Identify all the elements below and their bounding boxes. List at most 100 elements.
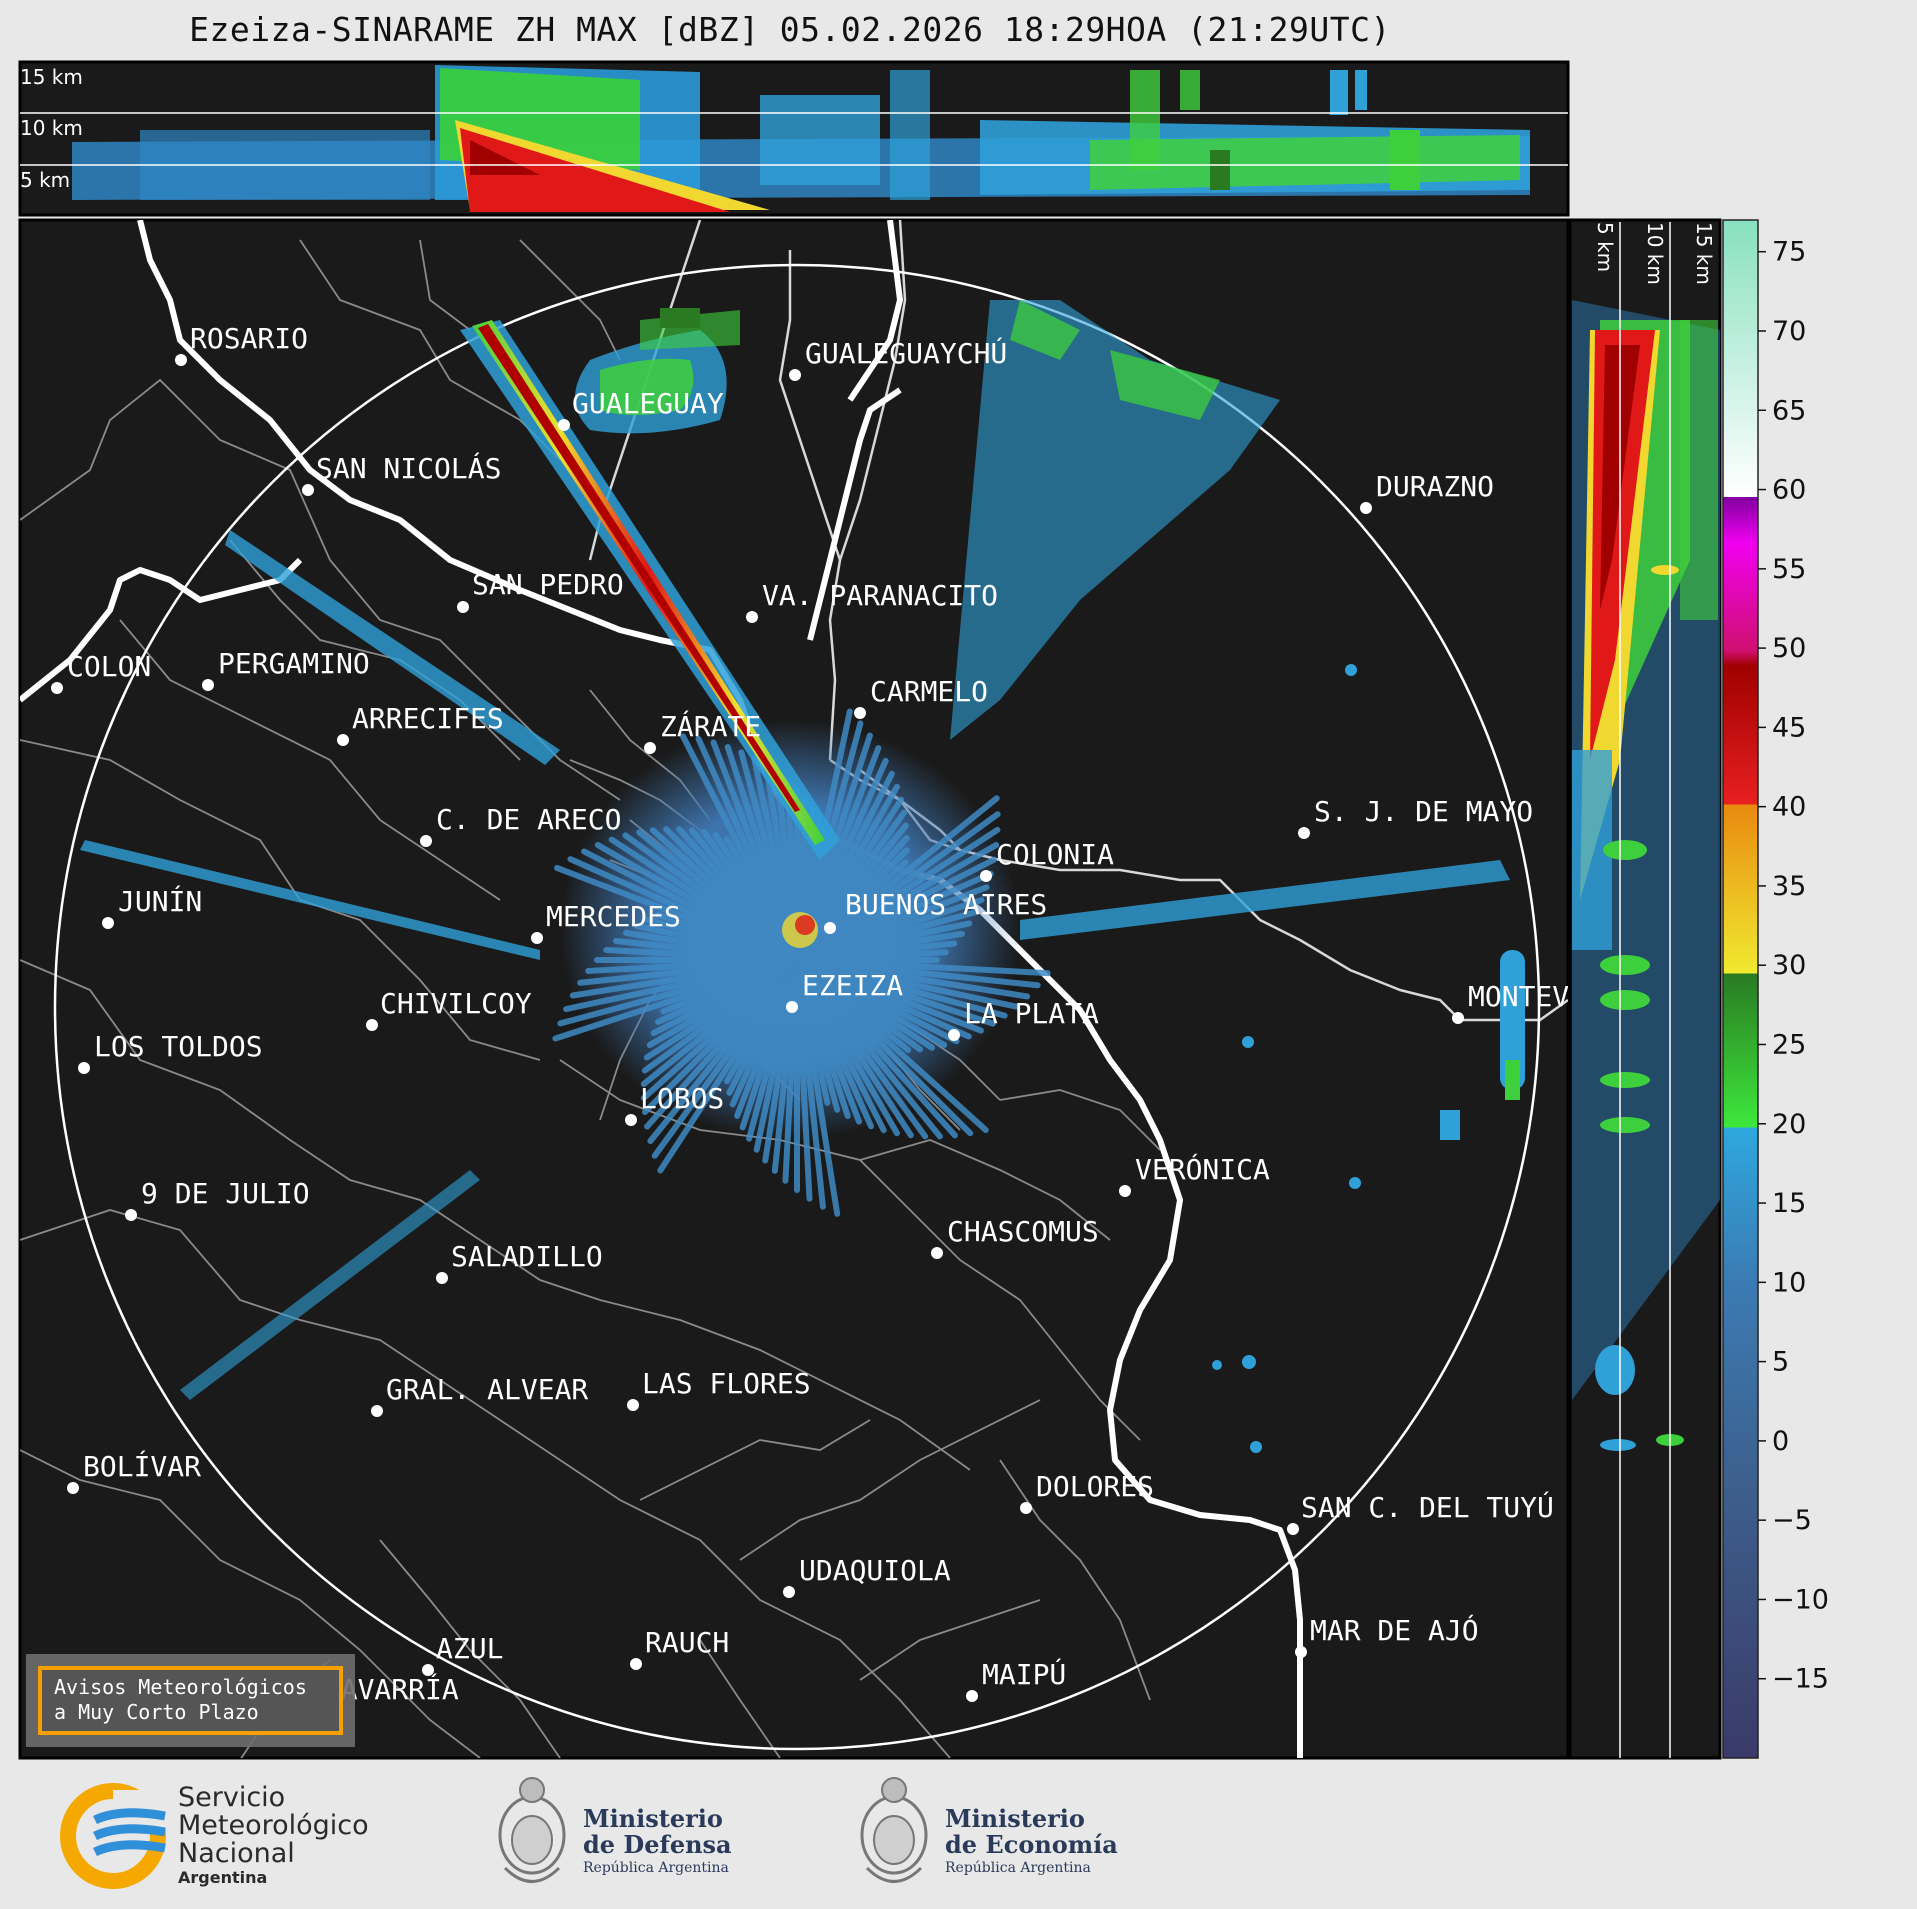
city-dot xyxy=(980,870,992,882)
city-label: MAR DE AJÓ xyxy=(1310,1613,1479,1647)
colorbar-tick-label: 75 xyxy=(1772,237,1806,268)
economia-seal-icon xyxy=(860,1777,928,1883)
side-alt-15: 15 km xyxy=(1692,222,1716,285)
city-label: SALADILLO xyxy=(451,1240,603,1273)
city-dot xyxy=(786,1001,798,1013)
city-dot xyxy=(789,369,801,381)
city-label: ARRECIFES xyxy=(352,702,504,735)
colorbar-tick-label: 30 xyxy=(1772,950,1806,981)
city-dot xyxy=(1287,1523,1299,1535)
city-dot xyxy=(627,1399,639,1411)
smn-logo-text: Servicio Meteorológico Nacional xyxy=(178,1784,369,1868)
figure-title: Ezeiza-SINARAME ZH MAX [dBZ] 05.02.2026 … xyxy=(189,10,1391,49)
colorbar-tick-label: 15 xyxy=(1772,1188,1806,1219)
city-label: CARMELO xyxy=(870,675,988,708)
city-label: MAIPÚ xyxy=(982,1657,1066,1691)
city-label: GRAL. ALVEAR xyxy=(386,1373,588,1406)
city-label: GUALEGUAY xyxy=(572,387,724,420)
city-label: C. DE ARECO xyxy=(436,803,621,836)
city-label: VERÓNICA xyxy=(1135,1152,1270,1186)
city-dot xyxy=(67,1482,79,1494)
colorbar-tick-label: 5 xyxy=(1772,1347,1789,1378)
city-label: EZEIZA xyxy=(802,969,903,1002)
colorbar-tick-label: 35 xyxy=(1772,871,1806,902)
colorbar-tick-label: 50 xyxy=(1772,633,1806,664)
colorbar-tick-label: 20 xyxy=(1772,1109,1806,1140)
city-dot xyxy=(625,1114,637,1126)
city-label: AZUL xyxy=(436,1632,503,1665)
colorbar-tick-label: 55 xyxy=(1772,554,1806,585)
city-label: S. J. DE MAYO xyxy=(1314,795,1533,828)
radar-echoes xyxy=(80,300,1525,1453)
defensa-line-2: de Defensa xyxy=(583,1830,732,1859)
city-dot xyxy=(630,1658,642,1670)
side-alt-5: 5 km xyxy=(1593,222,1617,272)
side-alt-10: 10 km xyxy=(1643,222,1667,285)
city-label: LOBOS xyxy=(640,1082,724,1115)
city-dot xyxy=(1298,827,1310,839)
city-label: MONTEVIDEO xyxy=(1468,980,1637,1013)
city-dot xyxy=(1020,1502,1032,1514)
defensa-line-1: Ministerio xyxy=(583,1804,723,1833)
radar-range-ring xyxy=(53,263,1541,1751)
city-markers: ROSARIO GUALEGUAYCHÚ GUALEGUAY SAN NICOLÁS D… xyxy=(51,322,1637,1717)
city-dot xyxy=(948,1029,960,1041)
city-dot xyxy=(302,484,314,496)
city-dot xyxy=(854,707,866,719)
city-label: JUNÍN xyxy=(118,884,202,918)
colorbar-tick-label: 60 xyxy=(1772,475,1806,506)
city-dot xyxy=(51,682,63,694)
city-dot xyxy=(337,734,349,746)
smn-line-2: Meteorológico xyxy=(178,1810,369,1841)
smn-country: Argentina xyxy=(178,1868,268,1887)
defensa-title: Ministerio de Defensa xyxy=(583,1806,732,1858)
radar-map-panel: ROSARIO GUALEGUAYCHÚ GUALEGUAY SAN NICOLÁS D… xyxy=(18,218,1637,1760)
colorbar-tick-label: −10 xyxy=(1772,1584,1829,1615)
city-dot xyxy=(422,1664,434,1676)
city-dot xyxy=(1452,1012,1464,1024)
top-altitude-panel: 15 km 10 km 5 km xyxy=(18,60,1570,217)
city-label: SAN NICOLÁS xyxy=(316,451,501,485)
economia-subtitle: República Argentina xyxy=(945,1860,1091,1876)
city-dot xyxy=(558,419,570,431)
city-label: LOS TOLDOS xyxy=(94,1030,263,1063)
city-label: ZÁRATE xyxy=(660,709,761,743)
city-label: VA. PARANACITO xyxy=(762,579,998,612)
city-dot xyxy=(531,932,543,944)
city-label: UDAQUIOLA xyxy=(799,1554,951,1587)
city-dot xyxy=(1295,1646,1307,1658)
colorbar-tick-label: −5 xyxy=(1772,1505,1812,1536)
city-label: ROSARIO xyxy=(190,322,308,355)
economia-line-1: Ministerio xyxy=(945,1804,1085,1833)
warning-box: Avisos Meteorológicos a Muy Corto Plazo xyxy=(38,1666,343,1735)
city-label: SAN PEDRO xyxy=(472,568,624,601)
defensa-subtitle: República Argentina xyxy=(583,1860,729,1876)
city-dot xyxy=(202,679,214,691)
city-dot xyxy=(931,1247,943,1259)
city-label: CHIVILCOY xyxy=(380,987,532,1020)
clutter-ray xyxy=(794,949,949,963)
city-dot xyxy=(366,1019,378,1031)
colorbar-tick-label: 65 xyxy=(1772,395,1806,426)
top-alt-15: 15 km xyxy=(20,65,83,89)
colorbar-tick-label: 0 xyxy=(1772,1426,1789,1457)
colorbar-tick-label: 45 xyxy=(1772,712,1806,743)
colorbar-tick-label: 40 xyxy=(1772,792,1806,823)
city-label: SAN C. DEL TUYÚ xyxy=(1301,1490,1554,1524)
city-dot xyxy=(371,1405,383,1417)
city-label: LAS FLORES xyxy=(642,1367,811,1400)
colorbar-tick-label: 70 xyxy=(1772,316,1806,347)
city-dot xyxy=(1119,1185,1131,1197)
city-label: PERGAMINO xyxy=(218,647,370,680)
city-dot xyxy=(436,1272,448,1284)
city-dot xyxy=(102,917,114,929)
city-dot xyxy=(175,354,187,366)
city-label: LA PLATA xyxy=(964,997,1099,1030)
side-altitude-panel: 5 km 10 km 15 km xyxy=(1568,218,1722,1760)
city-dot xyxy=(1360,502,1372,514)
city-label: COLON xyxy=(67,650,151,683)
city-label: COLONIA xyxy=(996,838,1114,871)
